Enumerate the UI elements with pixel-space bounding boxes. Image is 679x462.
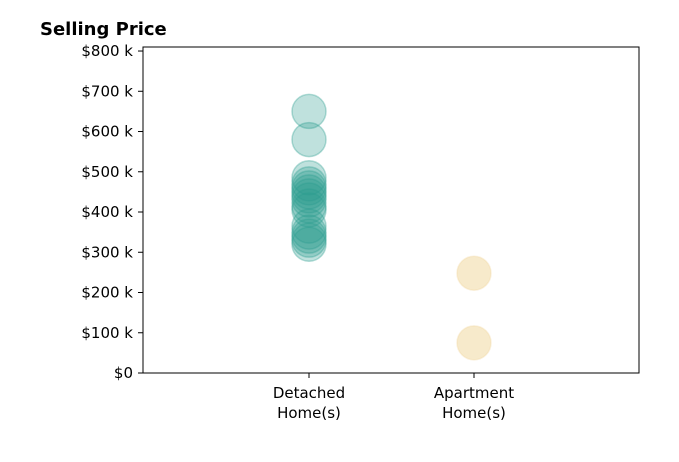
data-point bbox=[291, 214, 327, 250]
data-point bbox=[456, 325, 492, 361]
y-tick-label: $600 k bbox=[81, 123, 133, 141]
data-point bbox=[291, 188, 327, 224]
data-point bbox=[291, 226, 327, 262]
data-point bbox=[291, 170, 327, 206]
data-point bbox=[291, 192, 327, 228]
data-point bbox=[291, 160, 327, 196]
data-point bbox=[291, 93, 327, 130]
plot-frame bbox=[142, 46, 640, 374]
x-category-label: Apartment bbox=[434, 384, 514, 402]
y-tick-label: $0 bbox=[114, 364, 133, 382]
data-point bbox=[291, 218, 327, 254]
y-tick-label: $800 k bbox=[81, 42, 133, 60]
data-point bbox=[291, 121, 327, 158]
y-tick-label: $100 k bbox=[81, 324, 133, 342]
y-tick-label: $500 k bbox=[81, 163, 133, 181]
x-category-label: Home(s) bbox=[277, 404, 341, 422]
x-category-label: Detached bbox=[273, 384, 345, 402]
y-axis: $0 $100 k $200 k $300 k $400 k $500 k $600 k $7… bbox=[81, 42, 143, 382]
x-category-label: Home(s) bbox=[442, 404, 506, 422]
y-tick-label: $300 k bbox=[81, 243, 133, 261]
y-tick-label: $400 k bbox=[81, 203, 133, 221]
data-point bbox=[291, 166, 327, 202]
data-points bbox=[291, 93, 492, 361]
data-point bbox=[456, 255, 492, 291]
y-tick-label: $700 k bbox=[81, 82, 133, 100]
y-tick-label: $200 k bbox=[81, 284, 133, 302]
data-point bbox=[291, 222, 327, 258]
chart-title: Selling Price bbox=[40, 19, 167, 40]
data-point bbox=[291, 208, 327, 244]
data-point bbox=[291, 174, 327, 210]
x-axis: Detached Home(s) Apartment Home(s) bbox=[273, 373, 514, 422]
data-point bbox=[291, 178, 327, 214]
data-point bbox=[291, 182, 327, 218]
